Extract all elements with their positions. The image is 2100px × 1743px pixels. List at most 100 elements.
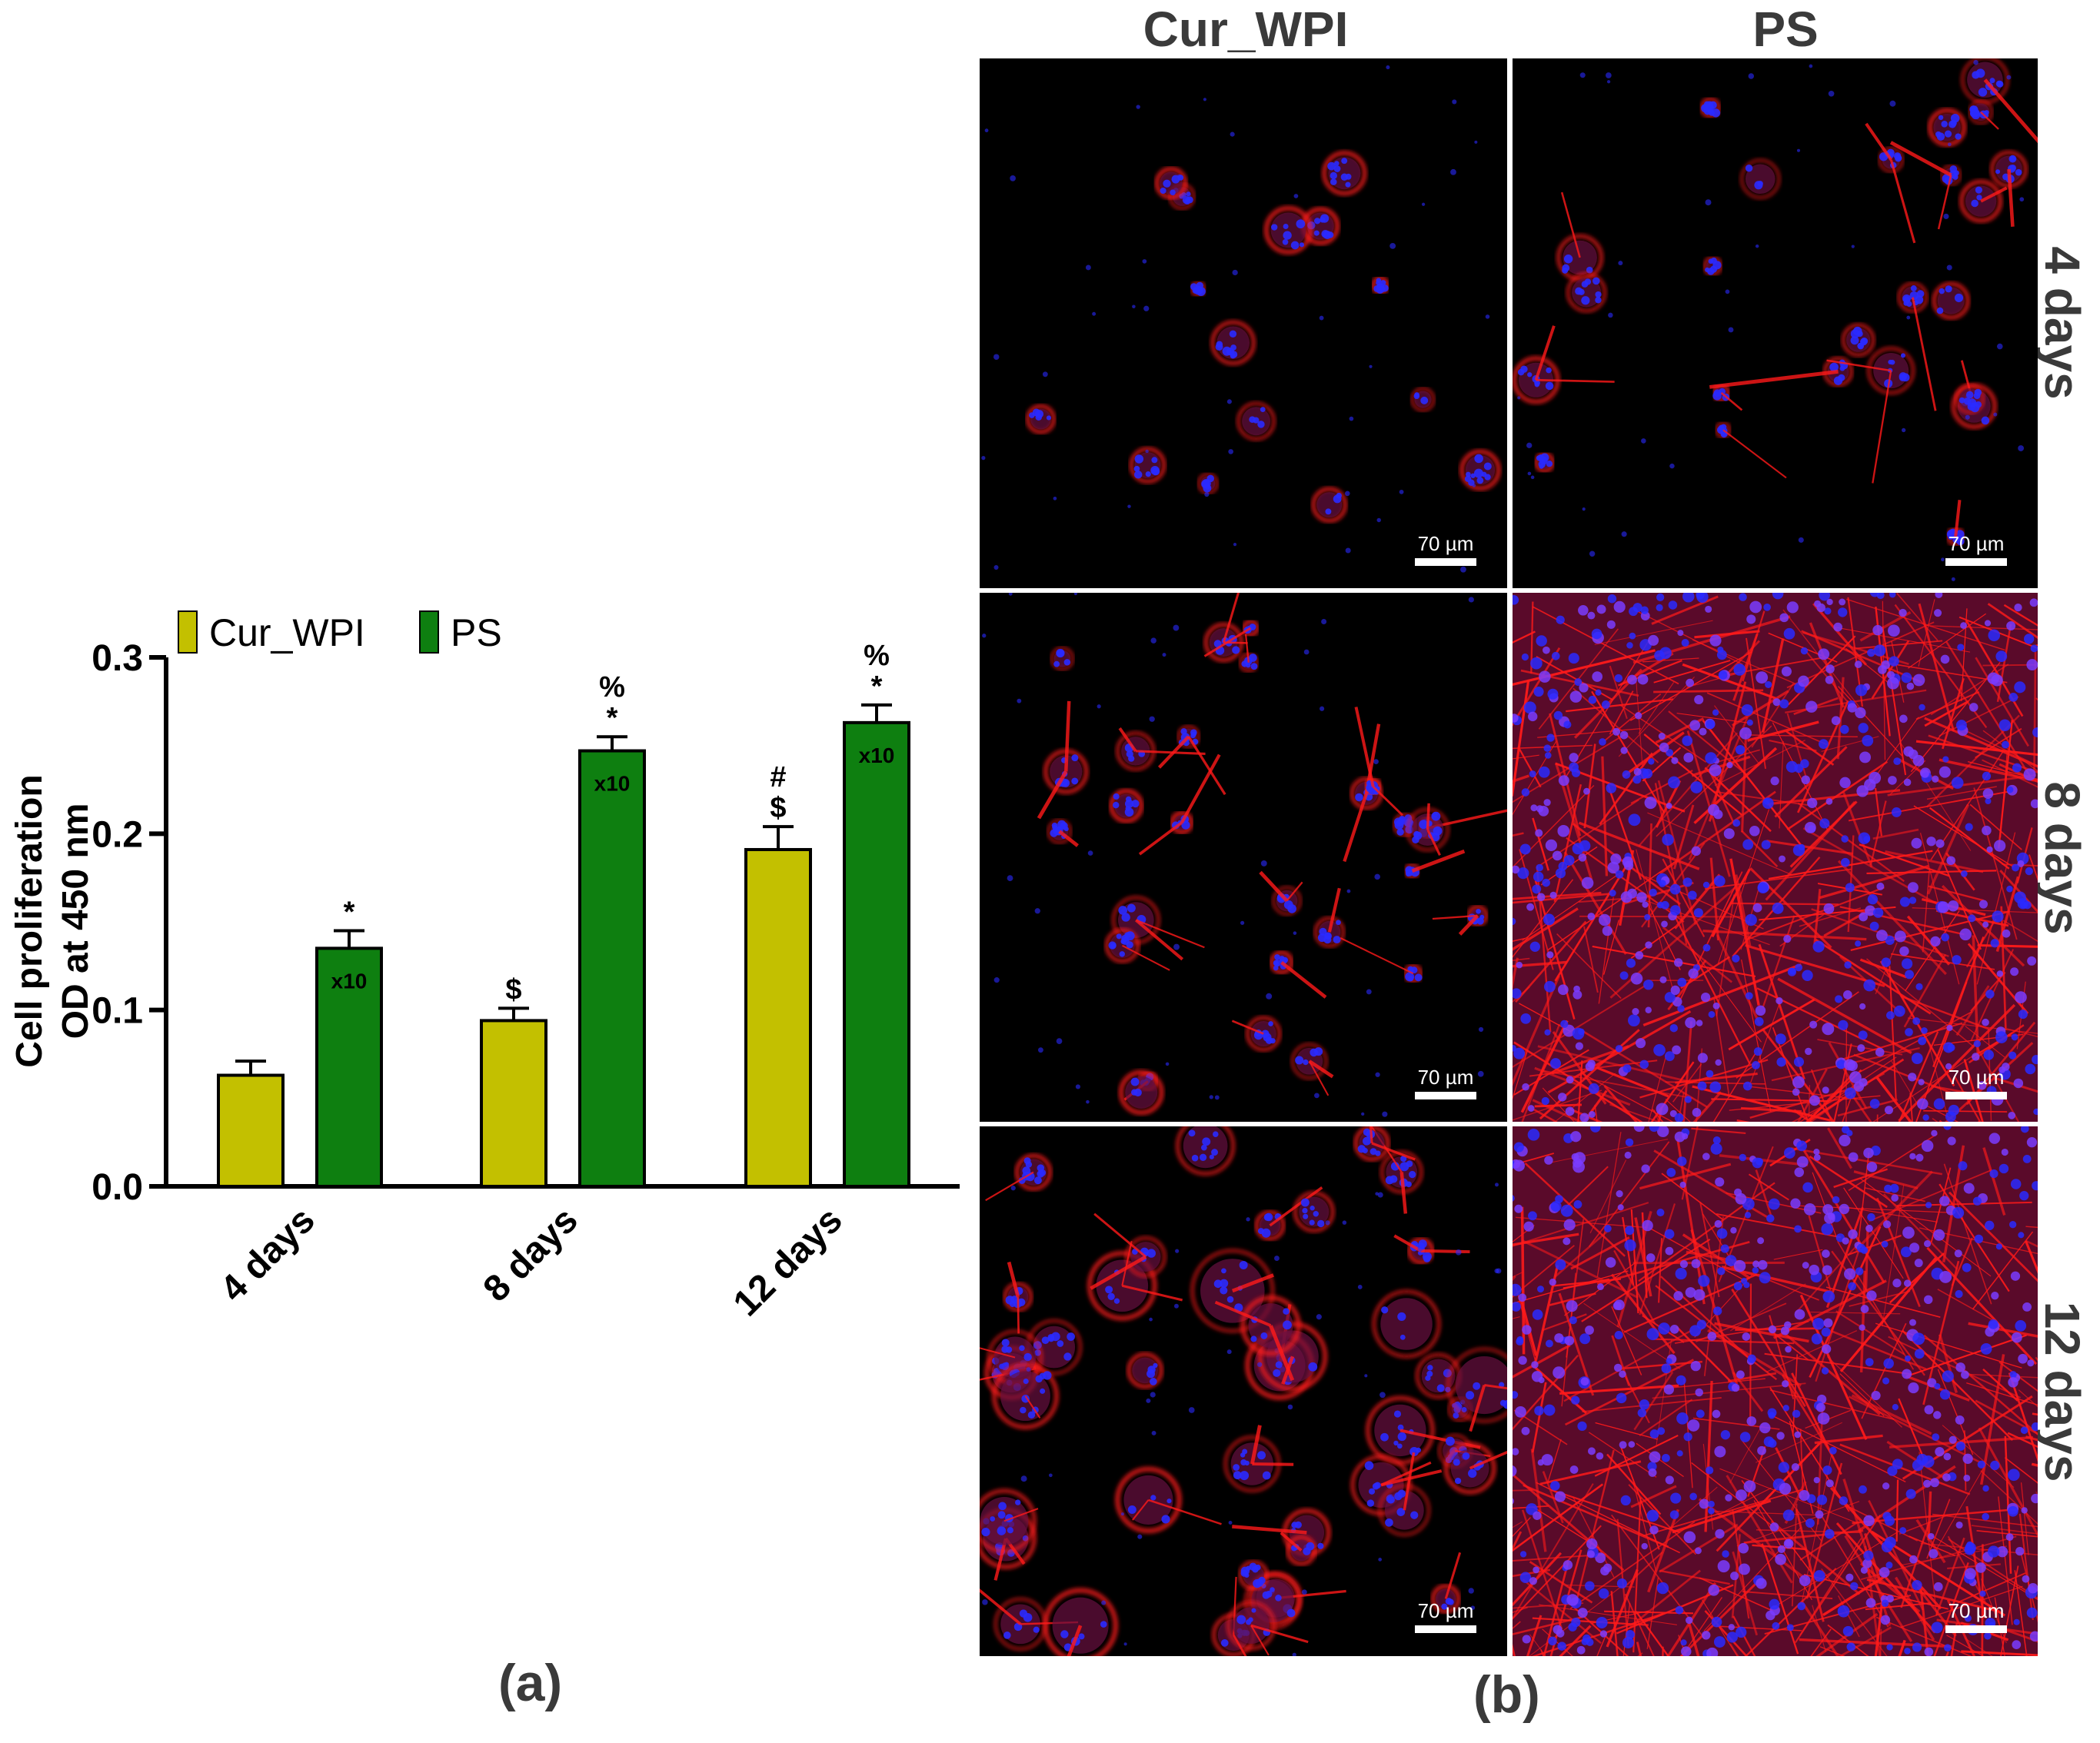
nucleus xyxy=(1228,1520,1233,1525)
actin-fiber xyxy=(1779,740,1784,829)
nucleus xyxy=(1566,1076,1574,1084)
nucleus xyxy=(1635,951,1644,960)
nucleus xyxy=(1541,1454,1553,1466)
nucleus xyxy=(1794,1309,1805,1320)
cell-cluster-outline xyxy=(1291,1043,1328,1079)
actin-fiber xyxy=(1845,1023,1847,1123)
nucleus xyxy=(1295,1056,1304,1065)
nucleus xyxy=(1587,913,1596,920)
nucleus xyxy=(1127,1505,1137,1515)
nucleus xyxy=(1944,1644,1952,1652)
nucleus xyxy=(1226,399,1232,404)
actin-fiber xyxy=(1839,906,1965,936)
actin-fiber xyxy=(1515,920,1587,1003)
nucleus xyxy=(1333,936,1341,944)
nucleus xyxy=(2015,991,2027,1003)
nucleus xyxy=(1984,1220,1995,1231)
nucleus xyxy=(1842,990,1852,1000)
actin-fiber xyxy=(1936,1618,2038,1635)
nucleus xyxy=(1202,1137,1211,1146)
actin-fiber xyxy=(1543,1562,1569,1656)
nucleus xyxy=(1366,1499,1375,1507)
nucleus xyxy=(1316,1219,1325,1228)
actin-fiber xyxy=(1864,1226,1869,1291)
actin-fiber xyxy=(1896,592,1939,641)
nucleus xyxy=(1668,600,1678,610)
actin-fiber xyxy=(1736,1501,1860,1547)
y-tick-label: 0.0 xyxy=(92,1167,143,1208)
cell-process xyxy=(1469,1384,1486,1432)
nucleus xyxy=(1862,1558,1872,1568)
nucleus xyxy=(1552,850,1563,861)
nucleus xyxy=(1622,856,1633,868)
scale-bar-label: 70 µm xyxy=(1949,532,2005,555)
nucleus xyxy=(1644,797,1657,810)
nucleus xyxy=(1865,905,1875,916)
nucleus xyxy=(1990,1460,2000,1471)
nucleus xyxy=(1903,778,1912,787)
nucleus xyxy=(1823,1318,1833,1328)
nucleus xyxy=(1386,65,1390,70)
actin-fiber xyxy=(1681,1597,1723,1656)
nucleus xyxy=(1220,1279,1229,1288)
actin-fiber xyxy=(1691,755,1751,777)
nucleus xyxy=(984,128,989,133)
nucleus xyxy=(1912,1579,1922,1591)
nucleus xyxy=(1522,1083,1529,1091)
actin-fiber xyxy=(1741,1480,1819,1582)
actin-fiber xyxy=(1978,1427,2038,1538)
nucleus xyxy=(1928,1532,1935,1540)
nucleus xyxy=(1720,1429,1731,1440)
actin-fiber xyxy=(1839,1502,1919,1542)
cell-cluster-outline xyxy=(1190,1249,1274,1332)
nucleus xyxy=(1532,884,1542,894)
nucleus xyxy=(1517,867,1529,880)
nucleus xyxy=(1306,1542,1315,1551)
actin-fiber xyxy=(1547,859,1679,951)
nucleus xyxy=(1537,1459,1544,1466)
nucleus xyxy=(1885,1011,1895,1020)
nucleus xyxy=(1616,1578,1627,1589)
nucleus xyxy=(1588,695,1597,704)
nucleus xyxy=(1319,315,1324,321)
nucleus xyxy=(1266,993,1273,1000)
nucleus xyxy=(1745,165,1753,172)
nucleus xyxy=(1996,970,2004,977)
nucleus xyxy=(1671,757,1679,764)
nucleus xyxy=(1978,1081,1987,1090)
nucleus xyxy=(1939,766,1951,778)
actin-fiber xyxy=(1765,801,1856,901)
actin-fiber xyxy=(1510,891,1602,900)
nucleus xyxy=(1308,1362,1318,1372)
actin-fiber xyxy=(2000,906,2007,1030)
cell-cluster-outline xyxy=(1928,108,1967,147)
actin-fiber xyxy=(1777,977,1912,1055)
actin-fiber xyxy=(1994,1597,2005,1656)
nucleus xyxy=(1708,1507,1715,1515)
cell-process xyxy=(1259,870,1289,903)
nucleus xyxy=(1592,671,1603,682)
actin-fiber xyxy=(1583,926,1599,993)
nucleus xyxy=(1710,1143,1722,1155)
nucleus xyxy=(1166,1499,1172,1504)
nucleus xyxy=(1626,674,1637,685)
cell-process xyxy=(1064,700,1071,772)
actin-fiber xyxy=(1632,1497,1642,1653)
nucleus xyxy=(1962,1262,1972,1272)
actin-fiber xyxy=(1716,934,1762,1026)
nucleus xyxy=(1819,592,1831,601)
actin-fiber xyxy=(1582,1396,1722,1412)
nucleus xyxy=(1417,1246,1423,1252)
significance-marker: $ xyxy=(505,973,521,1006)
nucleus xyxy=(2025,867,2033,876)
cell-cluster-outline xyxy=(1403,963,1423,983)
actin-fiber xyxy=(1666,1582,1717,1656)
nucleus xyxy=(993,354,1000,360)
nucleus xyxy=(1251,1608,1256,1613)
actin-fiber xyxy=(1651,595,1719,625)
nucleus xyxy=(1867,894,1879,905)
row-label-12-days: 12 days xyxy=(2035,1302,2090,1482)
nucleus xyxy=(1165,1062,1170,1066)
nucleus xyxy=(1982,825,1992,836)
cell-process xyxy=(1250,1625,1270,1656)
